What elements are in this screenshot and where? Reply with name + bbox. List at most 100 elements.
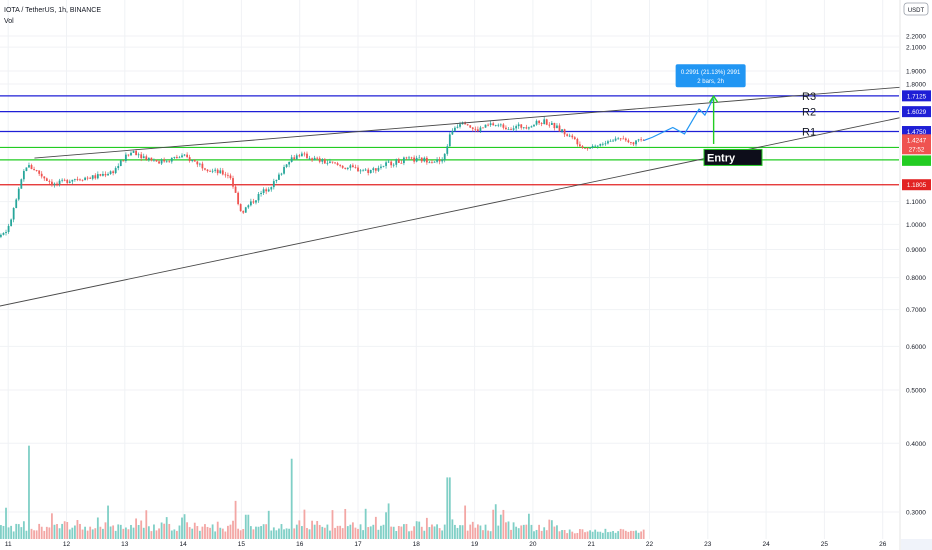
currency-badge[interactable] <box>903 2 929 16</box>
volume-bar <box>188 527 191 539</box>
volume-bar <box>413 526 416 539</box>
channel-upper-line[interactable] <box>34 84 932 159</box>
grid <box>0 0 899 539</box>
y-tick-label: 1.8000 <box>906 81 926 88</box>
volume-indicator-label[interactable]: Vol <box>4 18 14 25</box>
volume-bar <box>642 529 645 539</box>
volume-bar <box>425 517 428 539</box>
candle-body <box>558 125 561 132</box>
entry-box[interactable] <box>703 148 763 166</box>
candle-body <box>242 211 245 213</box>
axis-entry-zone <box>902 155 931 166</box>
candle-body <box>257 194 260 201</box>
candle-body <box>206 169 209 172</box>
volume-bar <box>56 524 58 539</box>
candle-body <box>410 157 413 159</box>
level-lines <box>0 95 899 186</box>
candle-body <box>193 159 196 162</box>
axis-corner[interactable] <box>901 539 932 550</box>
volume-bar <box>563 529 566 539</box>
candle-body <box>400 162 403 164</box>
volume-bar <box>86 530 89 539</box>
candle-body <box>313 157 316 161</box>
volume-bar <box>612 531 614 539</box>
projection-path[interactable] <box>643 97 715 142</box>
volume-bar <box>497 525 500 539</box>
volume-bar <box>387 503 390 539</box>
candle-body <box>153 159 155 161</box>
volume-bar <box>119 524 122 539</box>
candle-body <box>214 169 217 171</box>
candle-body <box>612 140 614 142</box>
volume-bar <box>505 522 507 539</box>
candle-body <box>130 152 132 156</box>
candle-body <box>51 181 53 185</box>
candle-body <box>479 127 482 131</box>
volume-bar <box>599 531 602 539</box>
candle-body <box>155 159 158 162</box>
axis-badge-label-R3: 1.7125 <box>907 93 927 100</box>
x-tick-label: 11 <box>5 541 12 548</box>
candle-body <box>109 171 112 174</box>
volume-bar <box>45 526 48 539</box>
channel-lower-line[interactable] <box>0 109 932 316</box>
y-tick-label: 0.8000 <box>906 275 926 282</box>
y-tick-label: 1.1000 <box>906 199 926 206</box>
volume-bar <box>624 530 627 539</box>
volume-bar <box>461 525 464 539</box>
volume-bar <box>25 530 28 539</box>
volume-bar <box>201 526 204 539</box>
volume-bar <box>548 519 551 539</box>
candle-body <box>561 129 563 132</box>
candle-body <box>260 192 262 195</box>
symbol-title[interactable]: IOTA / TetherUS, 1h, BINANCE <box>4 7 101 14</box>
volume-bar <box>81 529 84 539</box>
candle-body <box>336 163 339 165</box>
candle-body <box>459 124 461 127</box>
volume-bar <box>326 524 329 539</box>
volume-bar <box>234 500 237 539</box>
volume-bar <box>581 529 584 539</box>
candle-body <box>520 124 523 128</box>
volume-bar <box>510 529 512 539</box>
volume-bar <box>104 522 107 539</box>
volume-bar <box>280 524 283 539</box>
candle-body <box>627 140 630 143</box>
candle-body <box>234 186 237 193</box>
candle-body <box>270 187 273 190</box>
y-tick-label: 0.5000 <box>906 387 926 394</box>
volume-bar <box>321 526 324 539</box>
volume-bar <box>214 531 217 539</box>
candle-body <box>209 171 211 172</box>
candle-body <box>227 174 229 176</box>
volume-bar <box>137 525 140 539</box>
axis-badge-label-support: 1.1805 <box>907 182 927 189</box>
measure-arrow-head <box>709 94 719 103</box>
level-label-R2: R2 <box>802 107 816 119</box>
volume-bar <box>73 525 76 539</box>
x-tick-label: 26 <box>879 541 887 548</box>
volume-bar <box>272 527 275 539</box>
volume-bar <box>198 530 201 539</box>
volume-bar <box>176 530 178 539</box>
volume-bar <box>339 525 342 539</box>
volume-bar <box>71 527 74 539</box>
candle-body <box>140 154 143 159</box>
candle-body <box>35 170 38 171</box>
volume-bar <box>397 526 400 539</box>
volume-bar <box>145 510 148 539</box>
candle-body <box>329 161 331 163</box>
candle-body <box>522 127 525 129</box>
candle-body <box>163 159 166 162</box>
volume-bar <box>209 527 211 539</box>
volume-bar <box>306 527 308 539</box>
volume-bar <box>576 532 579 539</box>
volume-bar <box>66 522 69 539</box>
candle-body <box>576 139 579 145</box>
volume-bar <box>372 524 375 539</box>
candle-body <box>446 146 449 154</box>
volume-bar <box>515 526 518 539</box>
candle-body <box>617 138 620 140</box>
candle-body <box>415 157 418 162</box>
volume-bar <box>459 525 461 539</box>
